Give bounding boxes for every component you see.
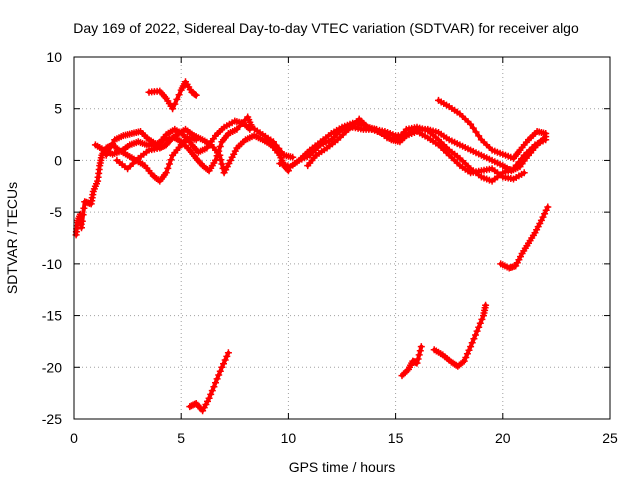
series-markers bbox=[91, 113, 297, 175]
y-tick-label: -15 bbox=[42, 308, 62, 324]
series-markers bbox=[72, 134, 200, 239]
series-markers bbox=[398, 343, 425, 380]
x-tick-label: 5 bbox=[177, 430, 185, 446]
grid bbox=[74, 57, 610, 419]
trace-10 bbox=[276, 123, 528, 183]
y-tick-label: -10 bbox=[42, 256, 62, 272]
y-tick-label: 0 bbox=[54, 152, 62, 168]
series-layer bbox=[72, 78, 552, 415]
x-tick-label: 25 bbox=[602, 430, 618, 446]
trace-9 bbox=[435, 96, 550, 162]
series-markers bbox=[276, 123, 528, 183]
x-tick-label: 20 bbox=[495, 430, 511, 446]
trace-5 bbox=[145, 78, 200, 113]
x-tick-label: 15 bbox=[388, 430, 404, 446]
trace-11 bbox=[398, 343, 425, 380]
series-markers bbox=[186, 349, 232, 415]
trace-1 bbox=[72, 134, 200, 239]
series-markers bbox=[430, 301, 490, 370]
x-tick-label: 0 bbox=[70, 430, 78, 446]
y-tick-label: -25 bbox=[42, 411, 62, 427]
y-axis-label: SDTVAR / TECUs bbox=[4, 182, 20, 294]
series-markers bbox=[497, 203, 552, 272]
x-axis-label: GPS time / hours bbox=[289, 459, 396, 475]
trace-13 bbox=[497, 203, 552, 272]
trace-12 bbox=[430, 301, 490, 370]
series-markers bbox=[435, 96, 550, 162]
series-markers bbox=[113, 125, 292, 177]
x-tick-label: 10 bbox=[281, 430, 297, 446]
series-markers bbox=[304, 115, 550, 185]
tick-layer: 0 5 10 15 20 25 -25 -20 -15 -10 -5 0 5 10 bbox=[42, 49, 618, 446]
y-tick-label: 5 bbox=[54, 101, 62, 117]
y-tick-label: 10 bbox=[46, 49, 62, 65]
trace-6 bbox=[186, 349, 232, 415]
trace-3 bbox=[113, 125, 292, 177]
y-tick-label: -5 bbox=[50, 204, 63, 220]
y-tick-label: -20 bbox=[42, 359, 62, 375]
chart-title: Day 169 of 2022, Sidereal Day-to-day VTE… bbox=[73, 20, 579, 36]
plot-frame bbox=[73, 56, 611, 420]
trace-4 bbox=[91, 113, 297, 175]
series-line bbox=[498, 205, 550, 270]
series-markers bbox=[145, 78, 200, 113]
